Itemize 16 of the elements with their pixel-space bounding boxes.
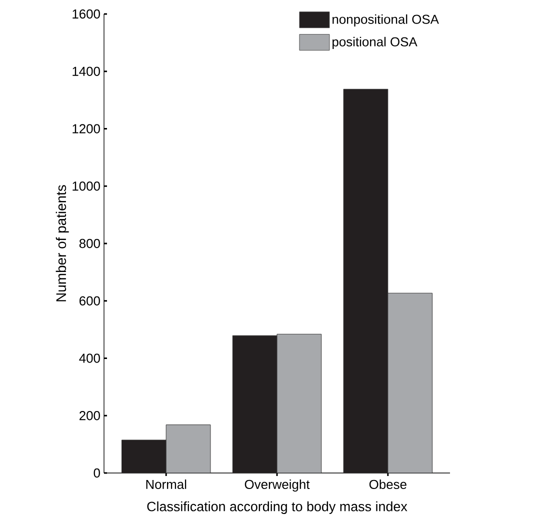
y-tick-label: 1000 (72, 182, 100, 191)
x-tick-label: Overweight (244, 480, 310, 492)
x-axis-title: Classification according to body mass index (147, 501, 408, 514)
y-tick-label: 1600 (72, 9, 100, 19)
x-tick-label: Obese (369, 480, 406, 490)
y-tick-label: 0 (94, 468, 100, 478)
y-tick-label: 800 (79, 238, 100, 248)
y-axis-title: Number of patients (56, 185, 69, 302)
y-tick-label: 1200 (72, 124, 100, 134)
legend-label: positional OSA (332, 36, 418, 49)
y-tick-label: 600 (80, 296, 100, 306)
y-tick-label: 200 (80, 411, 100, 420)
y-tick-label: 1400 (72, 66, 100, 76)
y-tick-label: 400 (79, 354, 100, 363)
legend-label: nonpositional OSA (332, 14, 439, 26)
x-tick-label: Normal (146, 480, 186, 490)
